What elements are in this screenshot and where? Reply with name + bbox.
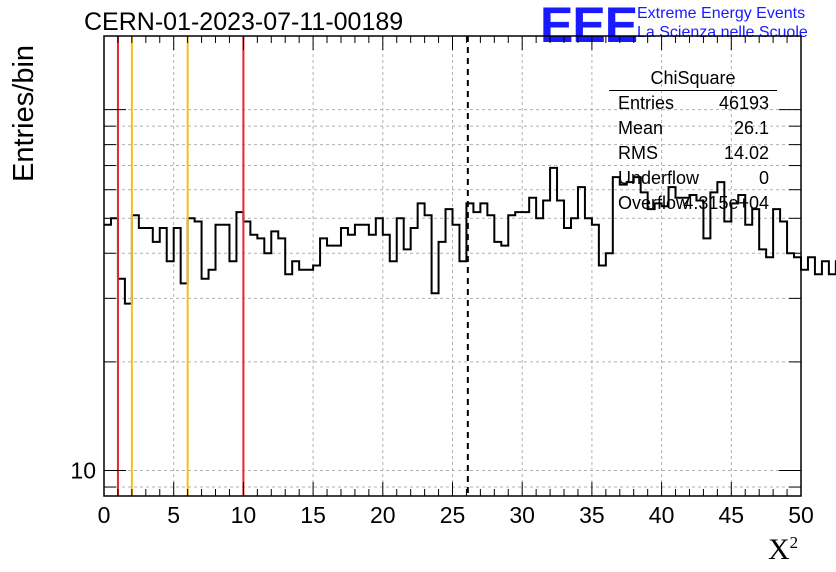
logo-line-1: Extreme Energy Events bbox=[637, 5, 806, 22]
stats-box: ChiSquare Entries 46193 Mean 26.1 RMS 14… bbox=[609, 68, 777, 216]
stats-value: 46193 bbox=[718, 93, 769, 113]
stats-value: 14.02 bbox=[723, 143, 769, 163]
y-axis-label: Entries/bin bbox=[8, 44, 40, 182]
y-tick-label: 10 bbox=[70, 458, 96, 484]
x-tick-label: 10 bbox=[231, 502, 257, 528]
x-tick-label: 20 bbox=[370, 502, 396, 528]
stats-row-underflow: Underflow 0 bbox=[609, 166, 777, 191]
x-axis-label: X2 bbox=[768, 533, 798, 567]
stats-value: 4.315e+04 bbox=[683, 193, 769, 213]
x-tick-label: 25 bbox=[440, 502, 466, 528]
stats-row-mean: Mean 26.1 bbox=[609, 116, 777, 141]
x-tick-label: 45 bbox=[719, 502, 745, 528]
stats-value: 0 bbox=[758, 168, 769, 188]
stats-label: Underflow bbox=[618, 168, 700, 188]
x-tick-label: 30 bbox=[509, 502, 535, 528]
x-tick-label: 5 bbox=[167, 502, 180, 528]
stats-label: Mean bbox=[618, 118, 664, 138]
stats-box-title: ChiSquare bbox=[609, 68, 777, 91]
x-axis-label-superscript: 2 bbox=[789, 533, 799, 552]
x-tick-label: 15 bbox=[300, 502, 326, 528]
stats-row-entries: Entries 46193 bbox=[609, 91, 777, 116]
stats-label: RMS bbox=[618, 143, 658, 163]
stats-row-overflow: Overflow 4.315e+04 bbox=[609, 191, 777, 216]
x-tick-label: 50 bbox=[788, 502, 814, 528]
x-axis-label-text: X bbox=[768, 533, 790, 566]
eee-logo: EEE bbox=[540, 0, 638, 53]
x-tick-label: 40 bbox=[649, 502, 675, 528]
chart-title: CERN-01-2023-07-11-00189 bbox=[84, 8, 404, 36]
stats-value: 26.1 bbox=[733, 118, 769, 138]
histogram-series bbox=[104, 166, 836, 305]
stats-label: Overflow bbox=[618, 193, 690, 213]
x-tick-label: 35 bbox=[579, 502, 605, 528]
x-tick-label: 0 bbox=[98, 502, 111, 528]
stats-label: Entries bbox=[618, 93, 675, 113]
stats-row-rms: RMS 14.02 bbox=[609, 141, 777, 166]
